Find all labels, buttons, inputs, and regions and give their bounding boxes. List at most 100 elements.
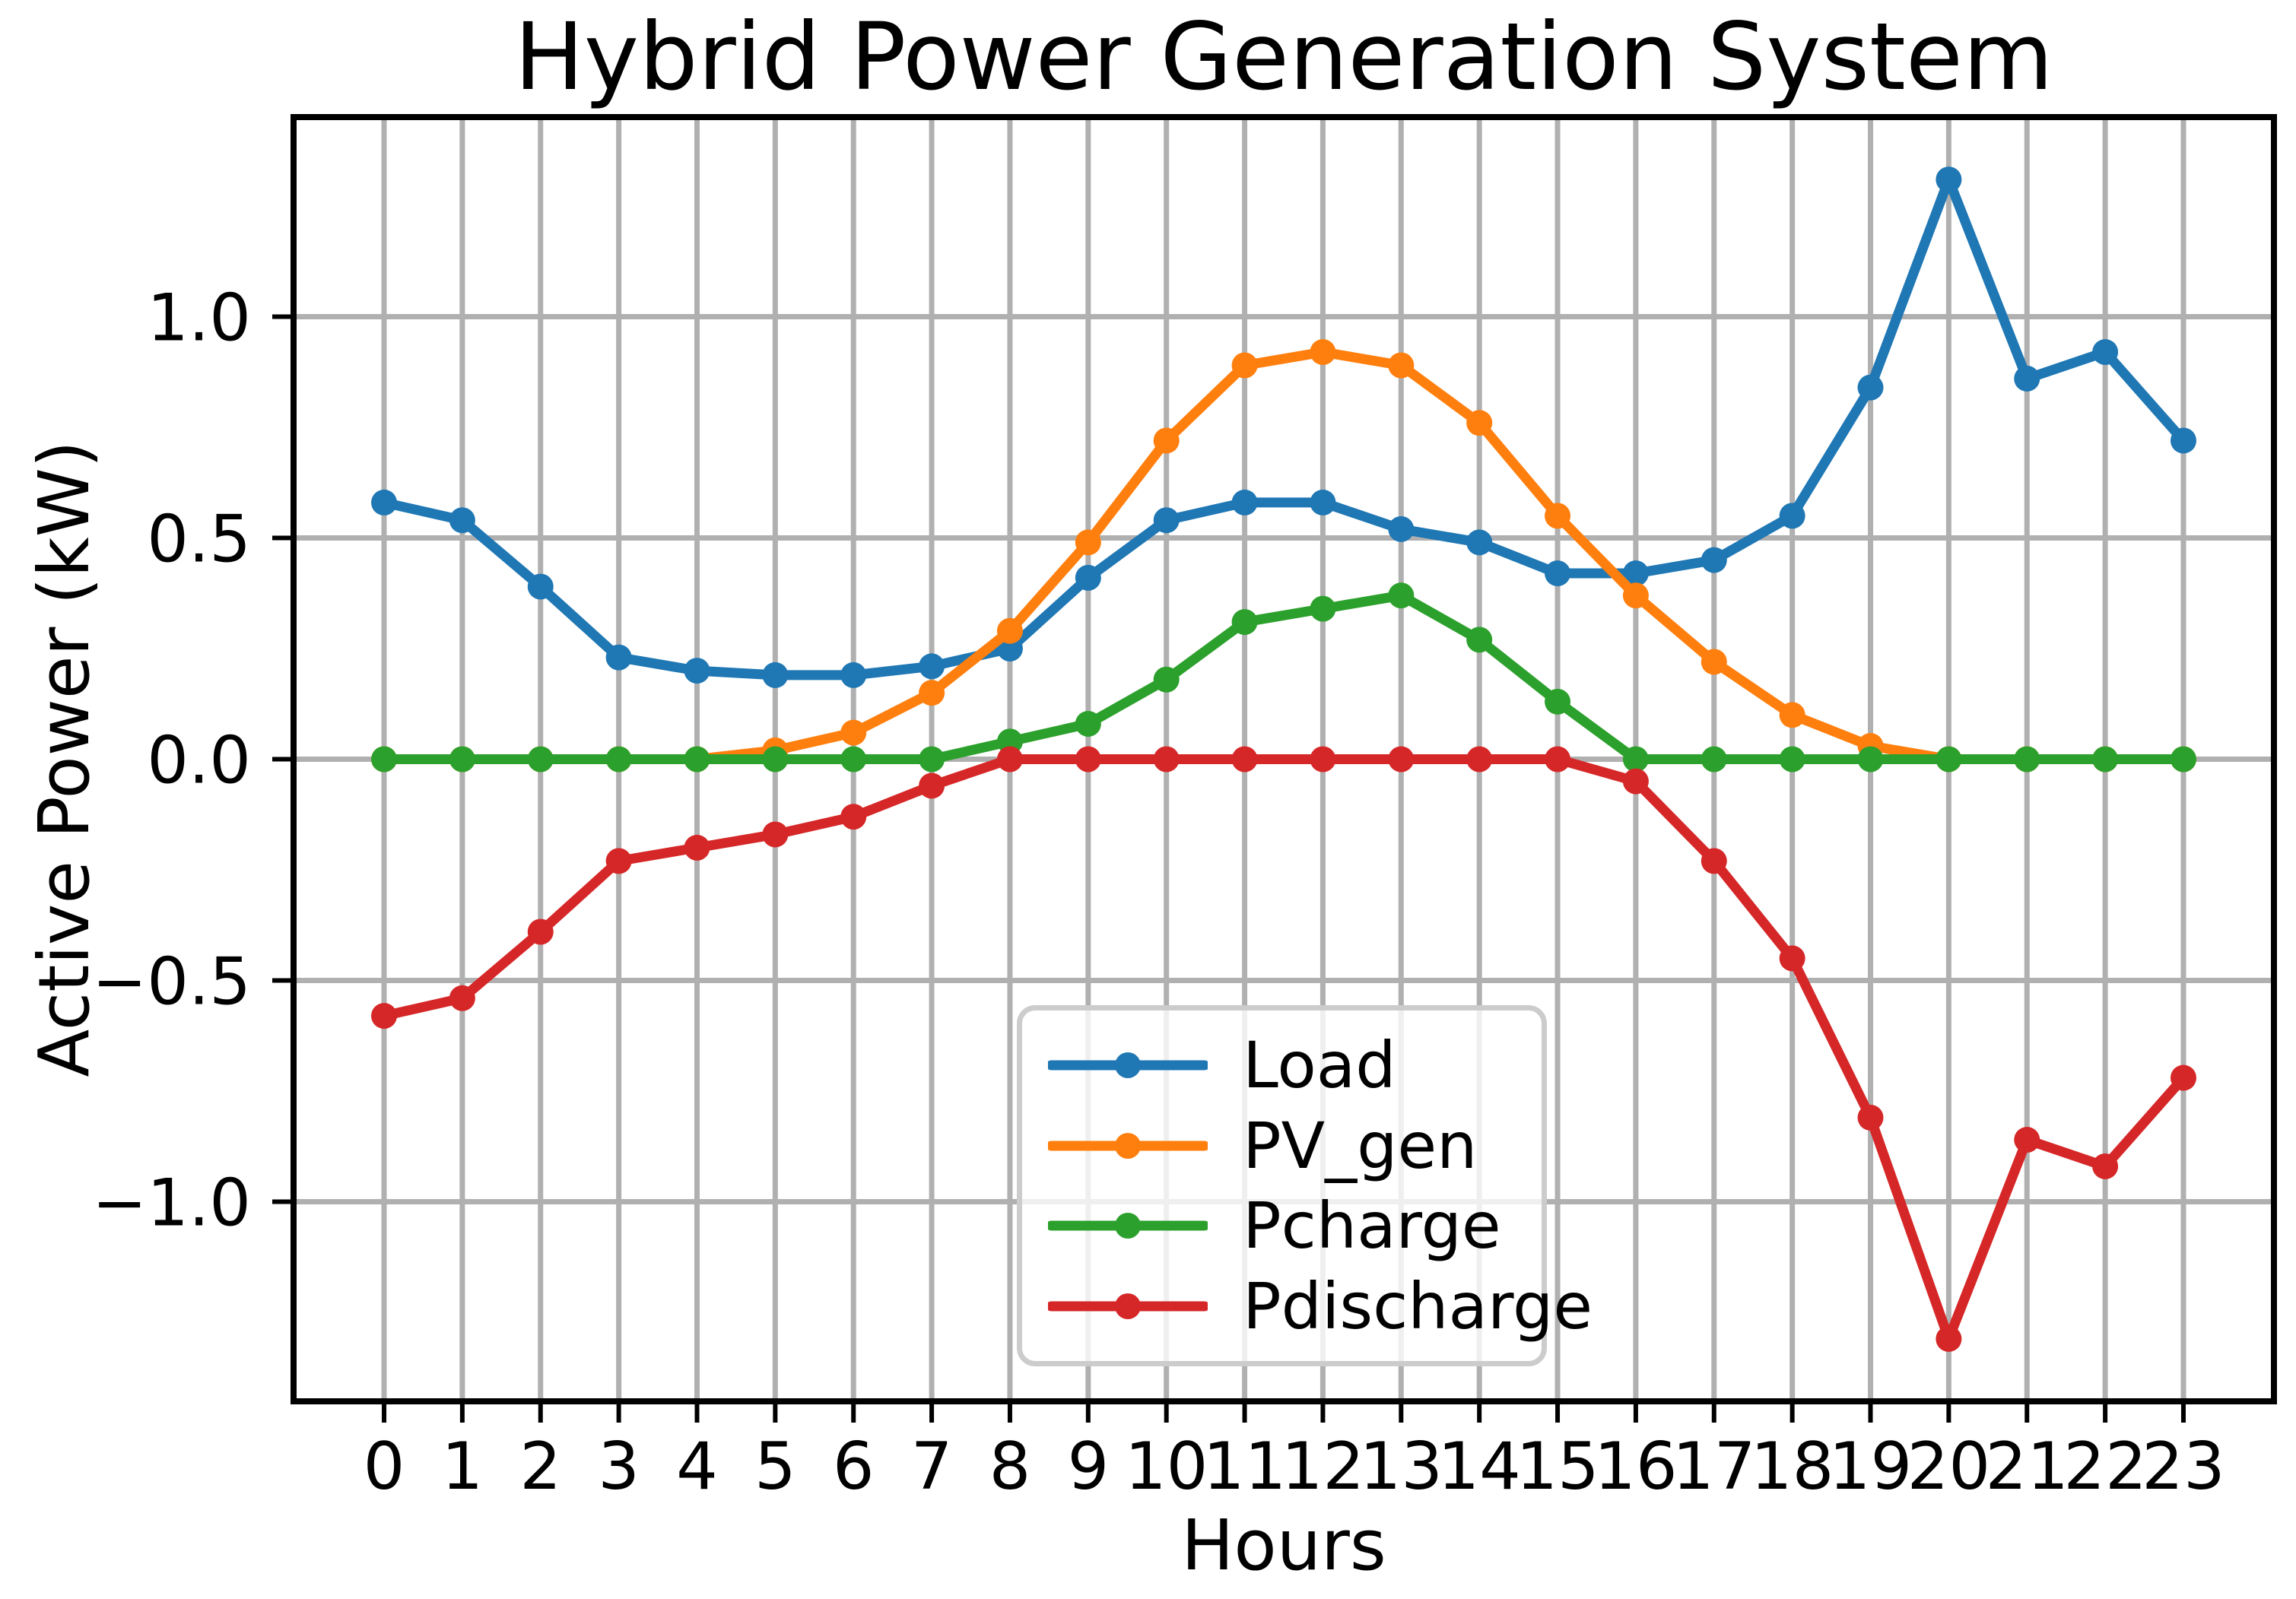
y-tick-label: 0.0 xyxy=(147,723,251,799)
legend-line-sample xyxy=(1048,1132,1208,1159)
data-point xyxy=(1701,649,1727,675)
x-tick-label: 13 xyxy=(1360,1429,1443,1505)
data-point xyxy=(1857,746,1884,773)
data-point xyxy=(1231,609,1258,636)
data-point xyxy=(919,680,945,706)
data-point xyxy=(1466,410,1493,436)
x-tick-label: 20 xyxy=(1907,1429,1990,1505)
data-point xyxy=(1153,746,1180,773)
legend-line-sample xyxy=(1048,1293,1208,1320)
x-axis-label: Hours xyxy=(1181,1505,1386,1586)
series-line xyxy=(379,754,2189,1344)
axes-spines xyxy=(291,114,2277,1404)
data-point xyxy=(1936,746,1962,773)
data-point xyxy=(605,746,632,773)
data-point xyxy=(919,746,945,773)
data-point xyxy=(1779,503,1805,529)
legend-item-load: Load xyxy=(1048,1033,1534,1097)
data-point xyxy=(1857,374,1884,401)
data-point xyxy=(605,848,632,874)
x-tick-label: 16 xyxy=(1594,1429,1677,1505)
data-point xyxy=(996,728,1023,755)
data-point xyxy=(1310,339,1336,366)
data-point xyxy=(2092,339,2119,366)
data-point xyxy=(1701,746,1727,773)
data-point xyxy=(684,658,710,684)
data-point xyxy=(1779,702,1805,728)
x-tick-label: 19 xyxy=(1829,1429,1912,1505)
data-point xyxy=(1466,627,1493,653)
legend-sample-marker xyxy=(1115,1052,1141,1078)
y-tick-label: −0.5 xyxy=(92,944,251,1020)
data-point xyxy=(1545,688,1571,715)
legend-item-pv_gen: PV_gen xyxy=(1048,1114,1534,1178)
x-tick-label: 6 xyxy=(833,1429,875,1505)
data-point xyxy=(1231,489,1258,516)
legend-line-sample xyxy=(1048,1213,1208,1239)
data-point xyxy=(1545,503,1571,529)
data-point xyxy=(1936,167,1962,193)
legend-sample-marker xyxy=(1115,1213,1141,1239)
x-tick-label: 15 xyxy=(1516,1429,1599,1505)
data-point xyxy=(1622,560,1649,587)
data-point xyxy=(762,746,789,773)
data-point xyxy=(1153,427,1180,454)
legend-label: PV_gen xyxy=(1243,1108,1478,1183)
legend-item-pdischarge: Pdischarge xyxy=(1048,1274,1593,1338)
data-point xyxy=(1388,352,1415,379)
data-point xyxy=(1466,529,1493,556)
data-point xyxy=(605,644,632,671)
x-tick-label: 12 xyxy=(1281,1429,1364,1505)
data-point xyxy=(1701,848,1727,874)
data-point xyxy=(2170,427,2196,454)
data-point xyxy=(1153,666,1180,693)
data-point xyxy=(1310,489,1336,516)
x-tick-label: 18 xyxy=(1751,1429,1834,1505)
data-point xyxy=(449,746,475,773)
legend-label: Pdischarge xyxy=(1243,1269,1593,1344)
data-point xyxy=(2170,1064,2196,1091)
data-point xyxy=(1310,746,1336,773)
data-point xyxy=(762,661,789,688)
data-point xyxy=(371,489,398,516)
x-tick-label: 1 xyxy=(442,1429,484,1505)
x-tick-label: 4 xyxy=(676,1429,718,1505)
series-line xyxy=(379,590,2189,764)
series-pdischarge xyxy=(371,746,2196,1352)
chart-title: Hybrid Power Generation System xyxy=(514,3,2053,111)
series-pcharge xyxy=(371,582,2196,773)
data-point xyxy=(996,746,1023,773)
data-point xyxy=(371,1003,398,1030)
data-point xyxy=(527,918,554,945)
data-point xyxy=(1310,595,1336,622)
legend-label: Pcharge xyxy=(1243,1188,1501,1264)
data-point xyxy=(2170,746,2196,773)
x-tick-label: 23 xyxy=(2142,1429,2225,1505)
data-point xyxy=(527,746,554,773)
data-point xyxy=(840,661,867,688)
data-point xyxy=(1075,746,1101,773)
x-tick-label: 21 xyxy=(1986,1429,2069,1505)
data-point xyxy=(1857,1104,1884,1131)
data-point xyxy=(1545,560,1571,587)
y-tick-label: −1.0 xyxy=(92,1166,251,1242)
data-point xyxy=(371,746,398,773)
y-axis-label: Active Power (kW) xyxy=(24,440,105,1077)
series-load xyxy=(371,167,2196,688)
tick-labels: 0 1 2 3 4 5 6 7 8 9 1011121314151617181920212223−1… xyxy=(92,280,2225,1505)
data-point xyxy=(527,573,554,600)
data-point xyxy=(2014,365,2040,392)
y-tick-label: 0.5 xyxy=(147,501,251,577)
data-point xyxy=(2092,1153,2119,1179)
data-point xyxy=(1701,547,1727,573)
legend-item-pcharge: Pcharge xyxy=(1048,1194,1534,1258)
data-point xyxy=(1622,768,1649,795)
data-point xyxy=(449,985,475,1011)
series-line xyxy=(379,347,2189,764)
data-point xyxy=(840,804,867,830)
data-point xyxy=(1075,564,1101,591)
data-point xyxy=(919,653,945,680)
data-point xyxy=(762,821,789,848)
data-point xyxy=(2014,746,2040,773)
